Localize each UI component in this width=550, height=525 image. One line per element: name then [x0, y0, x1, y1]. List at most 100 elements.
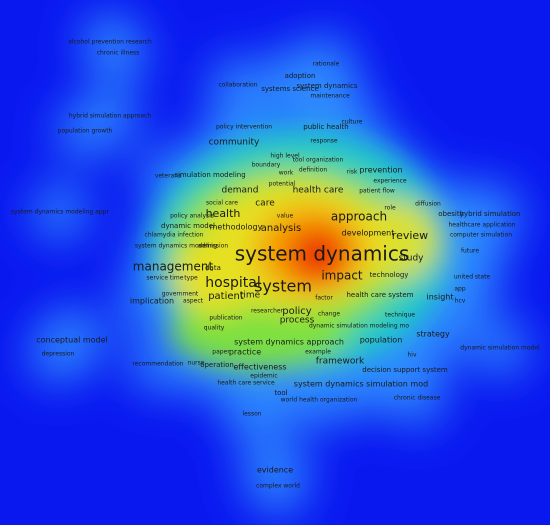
term-label: impact — [321, 269, 363, 283]
term-label: role — [384, 205, 396, 212]
term-label: hiv — [407, 352, 416, 359]
term-label: aspect — [183, 298, 204, 305]
term-label: maintenance — [310, 93, 350, 100]
term-label: technique — [385, 312, 415, 319]
term-label: prevention — [359, 166, 402, 175]
term-label: analysis — [261, 223, 302, 234]
term-label: united state — [454, 274, 491, 281]
term-label: health care service — [217, 380, 275, 387]
term-label: type — [184, 275, 198, 282]
term-label: insight — [427, 293, 454, 302]
term-label: data — [205, 264, 221, 272]
term-label: system dynamics approach — [234, 338, 344, 347]
term-label: study — [399, 254, 425, 264]
term-label: diffusion — [415, 201, 441, 208]
term-label: system dynamics simulation mod — [294, 380, 428, 389]
term-label: policy analysis — [170, 213, 214, 220]
term-label: depression — [42, 351, 75, 358]
term-label: high level — [270, 153, 300, 160]
term-label: hcv — [455, 298, 466, 305]
term-label: time — [240, 291, 261, 301]
term-label: review — [392, 229, 428, 242]
term-label: computer simulation — [450, 232, 512, 239]
term-label: change — [318, 311, 340, 318]
term-label: strategy — [416, 330, 450, 339]
term-label: researcher — [251, 308, 284, 315]
term-label: care — [255, 199, 275, 209]
term-label: dynamic simulation model — [460, 345, 540, 352]
term-label: chronic illness — [97, 50, 140, 57]
term-label: social care — [206, 200, 238, 207]
term-label: value — [277, 213, 294, 220]
term-labels: alcohol prevention research chronic illne… — [11, 39, 540, 490]
term-label: practice — [229, 348, 261, 357]
term-label: methodology — [210, 223, 263, 232]
term-label: dynamic simulation modeling mo — [309, 323, 409, 330]
term-label: decision support system — [362, 366, 448, 374]
term-label: operation — [200, 361, 234, 369]
term-label: framework — [316, 357, 365, 367]
density-core — [150, 130, 450, 370]
term-label: work — [279, 170, 294, 177]
term-label: approach — [331, 210, 387, 224]
density-blob — [387, 368, 447, 428]
term-label: development — [342, 229, 395, 238]
term-label: demand — [222, 186, 259, 196]
density-blob — [88, 23, 148, 83]
term-label: chlamydia infection — [145, 232, 204, 239]
term-label: definition — [299, 167, 327, 174]
term-label: management — [133, 260, 214, 274]
term-label: system dynamics modeling — [135, 243, 217, 250]
term-label: rationale — [313, 61, 340, 68]
term-label: collaboration — [218, 82, 257, 89]
term-label: veterans — [155, 173, 181, 180]
term-label: policy intervention — [216, 124, 272, 131]
term-label: future — [461, 248, 479, 255]
term-label: boundary — [252, 162, 281, 169]
term-label: effectiveness — [233, 363, 286, 372]
density-blob — [222, 384, 282, 444]
term-label: app — [454, 286, 465, 293]
term-label: health care system — [346, 291, 413, 299]
term-label: experience — [373, 178, 407, 185]
term-label: nurse — [188, 360, 205, 367]
density-blob — [28, 324, 88, 384]
term-label: alcohol prevention research — [68, 39, 152, 46]
term-label: service time — [147, 275, 184, 282]
term-label: system dynamics — [235, 242, 410, 266]
term-label: simulation modeling — [174, 171, 245, 179]
term-label: government — [162, 291, 199, 298]
term-label: paper — [212, 349, 230, 356]
term-label: conceptual model — [36, 336, 108, 345]
term-label: factor — [315, 295, 333, 302]
term-label: world health organization — [281, 397, 358, 404]
term-label: response — [310, 138, 338, 145]
term-label: dynamic model — [161, 222, 215, 230]
density-blob — [470, 318, 530, 378]
term-label: example — [305, 349, 331, 356]
term-label: process — [280, 316, 315, 326]
term-label: culture — [342, 119, 363, 126]
term-label: risk — [347, 169, 358, 176]
term-label: system — [254, 277, 312, 296]
term-label: implication — [130, 297, 174, 306]
term-label: evidence — [257, 466, 293, 475]
term-label: obesity — [438, 210, 464, 218]
term-label: patient — [208, 291, 244, 302]
term-label: system dynamics modeling appr — [11, 209, 109, 216]
density-blob — [55, 101, 115, 161]
term-label: community — [209, 138, 260, 148]
term-label: hospital — [205, 275, 260, 291]
density-blob — [248, 456, 308, 516]
term-label: health care — [293, 186, 344, 196]
density-blob — [289, 370, 349, 430]
term-label: epidemic — [250, 373, 277, 380]
term-label: adoption — [285, 72, 316, 80]
term-label: systems science — [261, 85, 319, 93]
term-label: chronic disease — [394, 395, 441, 402]
term-label: complex world — [256, 483, 300, 490]
term-label: population — [360, 336, 403, 345]
term-label: patient flow — [359, 188, 395, 195]
term-label: hybrid simulation — [459, 210, 520, 218]
